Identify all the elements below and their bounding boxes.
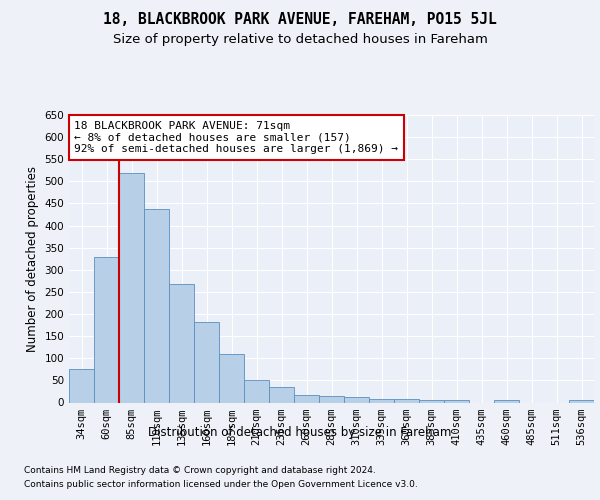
Bar	[119, 172, 144, 402]
Text: Contains public sector information licensed under the Open Government Licence v3: Contains public sector information licen…	[24, 480, 418, 489]
Bar	[369, 398, 394, 402]
Bar	[419, 400, 444, 402]
Text: 18 BLACKBROOK PARK AVENUE: 71sqm
← 8% of detached houses are smaller (157)
92% o: 18 BLACKBROOK PARK AVENUE: 71sqm ← 8% of…	[74, 120, 398, 154]
Text: Distribution of detached houses by size in Fareham: Distribution of detached houses by size …	[148, 426, 452, 439]
Bar	[444, 400, 469, 402]
Y-axis label: Number of detached properties: Number of detached properties	[26, 166, 39, 352]
Text: 18, BLACKBROOK PARK AVENUE, FAREHAM, PO15 5JL: 18, BLACKBROOK PARK AVENUE, FAREHAM, PO1…	[103, 12, 497, 28]
Bar	[294, 394, 319, 402]
Bar	[219, 354, 244, 403]
Bar	[94, 258, 119, 402]
Bar	[319, 396, 344, 402]
Bar	[569, 400, 594, 402]
Bar	[169, 284, 194, 403]
Bar	[269, 387, 294, 402]
Text: Size of property relative to detached houses in Fareham: Size of property relative to detached ho…	[113, 32, 487, 46]
Bar	[69, 370, 94, 402]
Bar	[394, 399, 419, 402]
Bar	[344, 397, 369, 402]
Text: Contains HM Land Registry data © Crown copyright and database right 2024.: Contains HM Land Registry data © Crown c…	[24, 466, 376, 475]
Bar	[194, 322, 219, 402]
Bar	[494, 400, 519, 402]
Bar	[244, 380, 269, 402]
Bar	[144, 209, 169, 402]
